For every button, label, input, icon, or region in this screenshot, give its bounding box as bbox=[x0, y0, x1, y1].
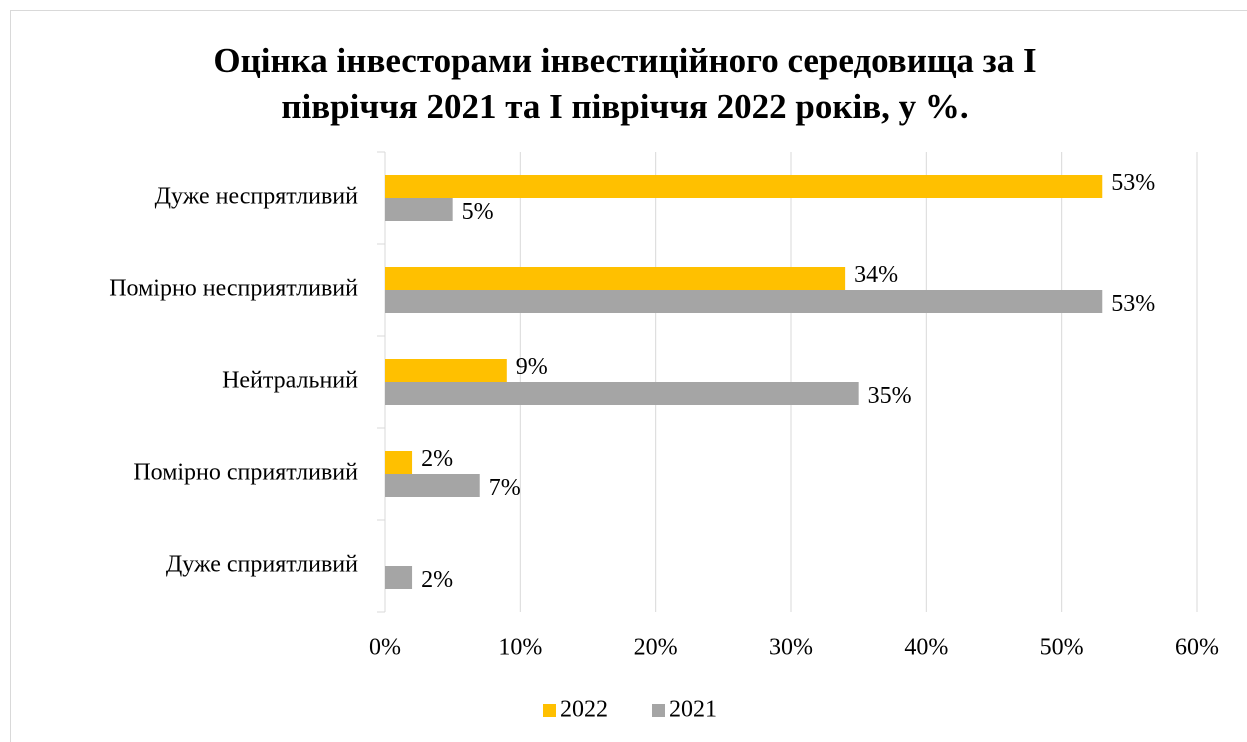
x-tick-label: 60% bbox=[1175, 635, 1219, 661]
data-label: 53% bbox=[1111, 291, 1155, 317]
bar bbox=[385, 566, 413, 589]
data-label: 35% bbox=[868, 383, 912, 409]
legend-label: 2021 bbox=[669, 697, 717, 723]
y-tick-label: Дуже неспрятливий bbox=[155, 184, 358, 210]
data-label: 53% bbox=[1111, 170, 1155, 196]
x-tick-label: 50% bbox=[1040, 635, 1084, 661]
chart-frame bbox=[10, 10, 1247, 742]
bar bbox=[385, 175, 1103, 198]
bar bbox=[385, 474, 480, 497]
data-label: 34% bbox=[854, 262, 898, 288]
data-label: 2% bbox=[421, 567, 453, 593]
legend-swatch bbox=[652, 704, 665, 717]
bar bbox=[385, 382, 859, 405]
y-tick-label: Дуже сприятливий bbox=[166, 552, 358, 578]
bar bbox=[385, 451, 413, 474]
x-tick-label: 10% bbox=[498, 635, 542, 661]
bar bbox=[385, 267, 846, 290]
y-tick-label: Помірно сприятливий bbox=[133, 460, 358, 486]
data-label: 5% bbox=[462, 199, 494, 225]
bar bbox=[385, 198, 453, 221]
y-tick-label: Нейтральний bbox=[222, 368, 358, 394]
y-tick-label: Помірно несприятливий bbox=[109, 276, 358, 302]
x-tick-label: 0% bbox=[369, 635, 401, 661]
data-label: 2% bbox=[421, 446, 453, 472]
data-label: 9% bbox=[516, 354, 548, 380]
bar bbox=[385, 359, 507, 382]
x-tick-label: 20% bbox=[634, 635, 678, 661]
bar bbox=[385, 290, 1103, 313]
x-tick-label: 40% bbox=[904, 635, 948, 661]
x-tick-label: 30% bbox=[769, 635, 813, 661]
data-label: 7% bbox=[489, 475, 521, 501]
legend-label: 2022 bbox=[560, 697, 608, 723]
legend-swatch bbox=[543, 704, 556, 717]
chart-title: Оцінка інвесторами інвестиційного середо… bbox=[213, 41, 1037, 126]
